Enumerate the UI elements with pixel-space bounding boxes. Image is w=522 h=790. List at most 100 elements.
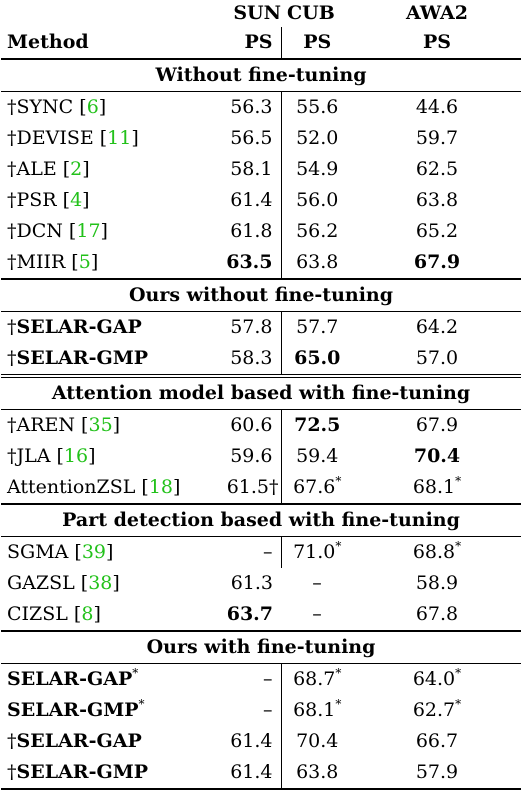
section-header: Part detection based with fine-tuning xyxy=(1,503,521,537)
cub-value: 54.9 xyxy=(280,154,353,185)
sun-value: 56.5 xyxy=(230,127,273,149)
cub-value: 56.0 xyxy=(280,185,353,216)
method-cell: SELAR-GAP* xyxy=(7,666,139,690)
awa2-value: 67.8 xyxy=(415,603,459,625)
sun-value: 61.3 xyxy=(230,572,273,594)
awa2-value: 68.1* xyxy=(412,474,462,498)
table-row: †SELAR-GMP 61.4 63.8 57.9 xyxy=(1,757,521,790)
citation-link[interactable]: 18 xyxy=(148,476,174,498)
sun-value: 58.3 xyxy=(230,347,273,369)
dataset-cub-header: CUB xyxy=(287,2,335,24)
awa2-value: 66.7 xyxy=(415,730,459,752)
citation-link[interactable]: 6 xyxy=(86,96,99,118)
method-cell: AttentionZSL [18] xyxy=(7,476,181,498)
method-cell: †SYNC [6] xyxy=(7,96,107,118)
citation-link[interactable]: 38 xyxy=(88,572,113,594)
method-cell: †SELAR-GMP xyxy=(1,757,203,790)
method-cell: †SELAR-GMP xyxy=(7,347,149,369)
awa2-value: 59.7 xyxy=(415,127,459,149)
table-row: AttentionZSL [18] 61.5† 67.6* 68.1* xyxy=(1,472,521,504)
table-row: †DEVISE [11] 56.5 52.0 59.7 xyxy=(1,123,521,154)
awa2-value: 67.9 xyxy=(415,414,459,436)
citation-link[interactable]: 39 xyxy=(81,541,107,563)
sun-value: 63.7 xyxy=(226,603,273,625)
cub-value: 63.8 xyxy=(280,757,353,790)
table-row: †SELAR-GAP 61.4 70.4 66.7 xyxy=(1,726,521,757)
metric-cub-header: PS xyxy=(280,27,353,60)
awa2-value: 58.9 xyxy=(415,572,459,594)
method-cell: †MIIR [5] xyxy=(7,251,99,273)
cub-value: 72.5 xyxy=(280,409,353,441)
cub-value: 52.0 xyxy=(280,123,353,154)
method-cell: †DCN [17] xyxy=(7,220,108,242)
awa2-value: 70.4 xyxy=(413,445,461,467)
method-cell: †ALE [2] xyxy=(7,158,90,180)
sun-value: 61.4 xyxy=(203,757,281,790)
table-row: †SELAR-GMP 58.3 65.0 57.0 xyxy=(1,343,521,376)
sun-value: 61.8 xyxy=(230,220,273,242)
metric-awa2-header: PS xyxy=(353,27,521,60)
awa2-value: 67.9 xyxy=(413,251,461,273)
method-cell: †PSR [4] xyxy=(7,189,90,211)
method-cell: †AREN [35] xyxy=(7,414,121,436)
table-row: †PSR [4] 61.4 56.0 63.8 xyxy=(1,185,521,216)
sun-value: – xyxy=(263,541,273,563)
metric-header-row: Method PS PS PS xyxy=(1,27,521,60)
awa2-value: 44.6 xyxy=(415,96,459,118)
section-header: Without fine-tuning xyxy=(1,59,521,92)
method-cell: †JLA [16] xyxy=(7,445,96,467)
sun-value: 63.5 xyxy=(226,251,273,273)
citation-link[interactable]: 16 xyxy=(63,445,89,467)
citation-link[interactable]: 8 xyxy=(81,603,94,625)
sun-value: 61.4 xyxy=(230,730,273,752)
citation-link[interactable]: 5 xyxy=(78,251,91,273)
method-header: Method xyxy=(1,27,203,60)
cub-value: 71.0* xyxy=(280,536,353,568)
citation-link[interactable]: 35 xyxy=(88,414,113,436)
awa2-value: 63.8 xyxy=(415,189,459,211)
cub-value: – xyxy=(312,603,322,625)
section-header: Ours with fine-tuning xyxy=(1,630,521,664)
cub-value: 55.6 xyxy=(280,91,353,123)
sun-value: 61.5† xyxy=(226,476,279,498)
cub-value: 70.4 xyxy=(280,726,353,757)
citation-link[interactable]: 11 xyxy=(107,127,132,149)
section-header: Ours without fine-tuning xyxy=(1,278,521,312)
citation-link[interactable]: 4 xyxy=(70,189,83,211)
citation-link[interactable]: 2 xyxy=(70,158,83,180)
sun-value: 57.8 xyxy=(230,316,273,338)
cub-value: 67.6* xyxy=(280,472,353,504)
dataset-sun-header: SUN xyxy=(233,2,281,24)
method-cell: †SELAR-GAP xyxy=(7,730,142,752)
awa2-value: 64.2 xyxy=(415,316,459,338)
table-row: †JLA [16] 59.6 59.4 70.4 xyxy=(1,441,521,472)
awa2-value: 68.8* xyxy=(412,539,462,563)
method-cell: SELAR-GMP* xyxy=(7,697,145,721)
sun-value: – xyxy=(263,699,273,721)
dataset-header-row: SUN CUB AWA2 xyxy=(1,0,521,27)
sun-value: 58.1 xyxy=(230,158,273,180)
cub-value: 57.7 xyxy=(280,311,353,343)
cub-value: – xyxy=(312,572,322,594)
cub-value: 65.0 xyxy=(280,343,353,376)
awa2-value: 62.7* xyxy=(412,697,462,721)
sun-value: 59.6 xyxy=(230,445,273,467)
awa2-value: 57.0 xyxy=(415,347,459,369)
table-row: †DCN [17] 61.8 56.2 65.2 xyxy=(1,216,521,247)
sun-value: 56.3 xyxy=(230,96,273,118)
cub-value: 56.2 xyxy=(280,216,353,247)
citation-link[interactable]: 17 xyxy=(76,220,101,242)
sun-value: 60.6 xyxy=(230,414,273,436)
method-cell: CIZSL [8] xyxy=(7,603,101,625)
table-row: †AREN [35] 60.6 72.5 67.9 xyxy=(1,409,521,441)
method-cell: †SELAR-GAP xyxy=(7,316,142,338)
sun-value: – xyxy=(263,668,273,690)
table-row: GAZSL [38] 61.3 – 58.9 xyxy=(1,568,521,599)
table-row: SELAR-GMP* – 68.1* 62.7* xyxy=(1,695,521,726)
awa2-value: 57.9 xyxy=(353,757,521,790)
section-header: Attention model based with fine-tuning xyxy=(1,374,521,410)
method-cell: †DEVISE [11] xyxy=(7,127,139,149)
table-row: SGMA [39] – 71.0* 68.8* xyxy=(1,536,521,568)
table-row: †ALE [2] 58.1 54.9 62.5 xyxy=(1,154,521,185)
